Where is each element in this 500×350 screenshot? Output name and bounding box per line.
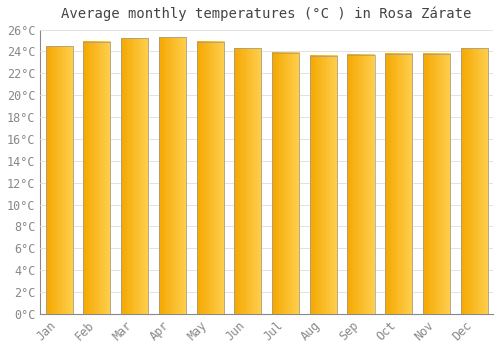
Bar: [196, 42, 224, 314]
Bar: [121, 38, 148, 314]
Bar: [159, 37, 186, 314]
Bar: [46, 46, 73, 314]
Bar: [84, 42, 110, 314]
Bar: [460, 48, 488, 314]
Bar: [310, 56, 337, 314]
Bar: [423, 54, 450, 314]
Bar: [272, 52, 299, 314]
Bar: [348, 55, 374, 314]
Bar: [234, 48, 262, 314]
Bar: [385, 54, 412, 314]
Title: Average monthly temperatures (°C ) in Rosa Zárate: Average monthly temperatures (°C ) in Ro…: [62, 7, 472, 21]
